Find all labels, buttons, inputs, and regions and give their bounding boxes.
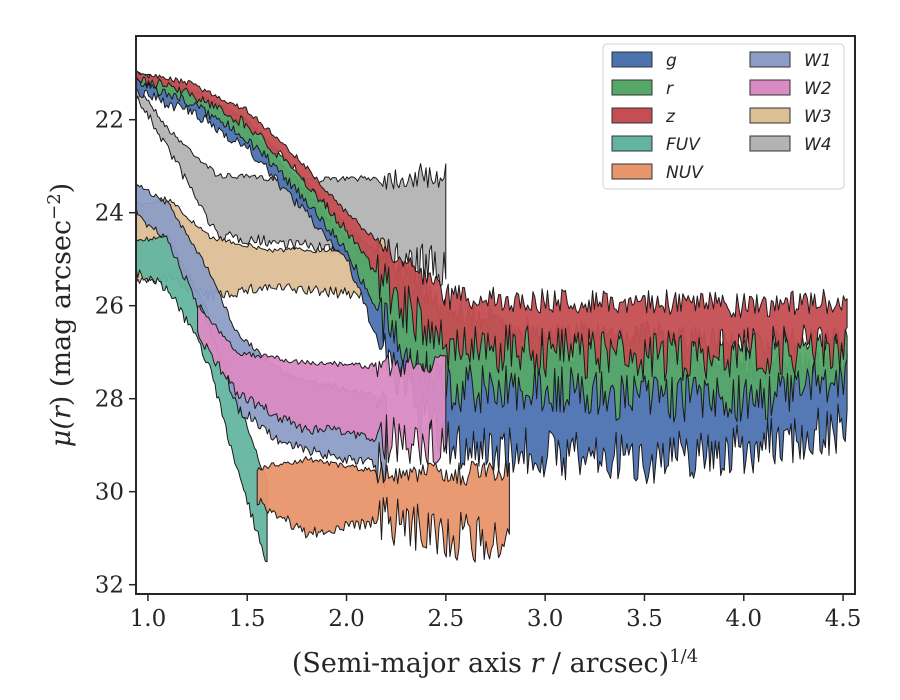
- x-tick-label: 4.0: [725, 606, 762, 632]
- legend-swatch-W3: [749, 107, 791, 124]
- y-tick-label: 22: [95, 108, 124, 134]
- x-axis-label: (Semi-major axis r / arcsec)1/4: [292, 646, 698, 679]
- y-tick-label: 32: [95, 573, 124, 599]
- legend-label-z: z: [665, 107, 676, 127]
- legend-swatch-W2: [749, 79, 791, 96]
- x-tick-label: 1.5: [229, 606, 266, 632]
- legend-label-W1: W1: [804, 51, 832, 71]
- legend-swatch-g: [611, 51, 653, 68]
- plot-frame: [135, 35, 856, 595]
- legend-swatch-z: [611, 107, 653, 124]
- y-ticks: 22 24 26 28 30 32: [95, 108, 136, 599]
- y-tick-label: 30: [95, 480, 124, 506]
- x-tick-label: 1.0: [130, 606, 167, 632]
- legend-label-FUV: FUV: [666, 135, 701, 155]
- legend-label-NUV: NUV: [666, 163, 704, 183]
- legend-swatch-W1: [749, 51, 791, 68]
- legend-swatch-r: [611, 79, 653, 96]
- y-axis-label: μ(r) (mag arcsec−2): [44, 183, 77, 447]
- x-tick-label: 2.5: [428, 606, 465, 632]
- area-z: [136, 70, 848, 382]
- legend-label-W3: W3: [804, 107, 832, 127]
- legend-label-r: r: [666, 79, 674, 99]
- x-ticks: 1.0 1.5 2.0 2.5 3.0 3.5 4.0 4.5: [130, 594, 862, 632]
- y-tick-label: 24: [95, 201, 124, 227]
- series-areas: [136, 70, 848, 563]
- area-W2: [197, 305, 447, 466]
- y-tick-label: 28: [95, 387, 124, 413]
- legend-label-g: g: [666, 51, 677, 71]
- legend: grz FUV NUV W1 W2 W3 W4: [602, 43, 845, 190]
- x-tick-label: 2.0: [328, 606, 365, 632]
- x-tick-label: 3.0: [527, 606, 564, 632]
- y-tick-label: 26: [95, 294, 124, 320]
- legend-swatch-FUV: [611, 135, 653, 152]
- x-tick-label: 4.5: [825, 606, 862, 632]
- x-tick-label: 3.5: [626, 606, 663, 632]
- area-NUV: [256, 456, 510, 563]
- legend-swatch-NUV: [611, 163, 653, 180]
- legend-label-W4: W4: [804, 135, 832, 155]
- legend-swatch-W4: [749, 135, 791, 152]
- legend-label-W2: W2: [804, 79, 832, 99]
